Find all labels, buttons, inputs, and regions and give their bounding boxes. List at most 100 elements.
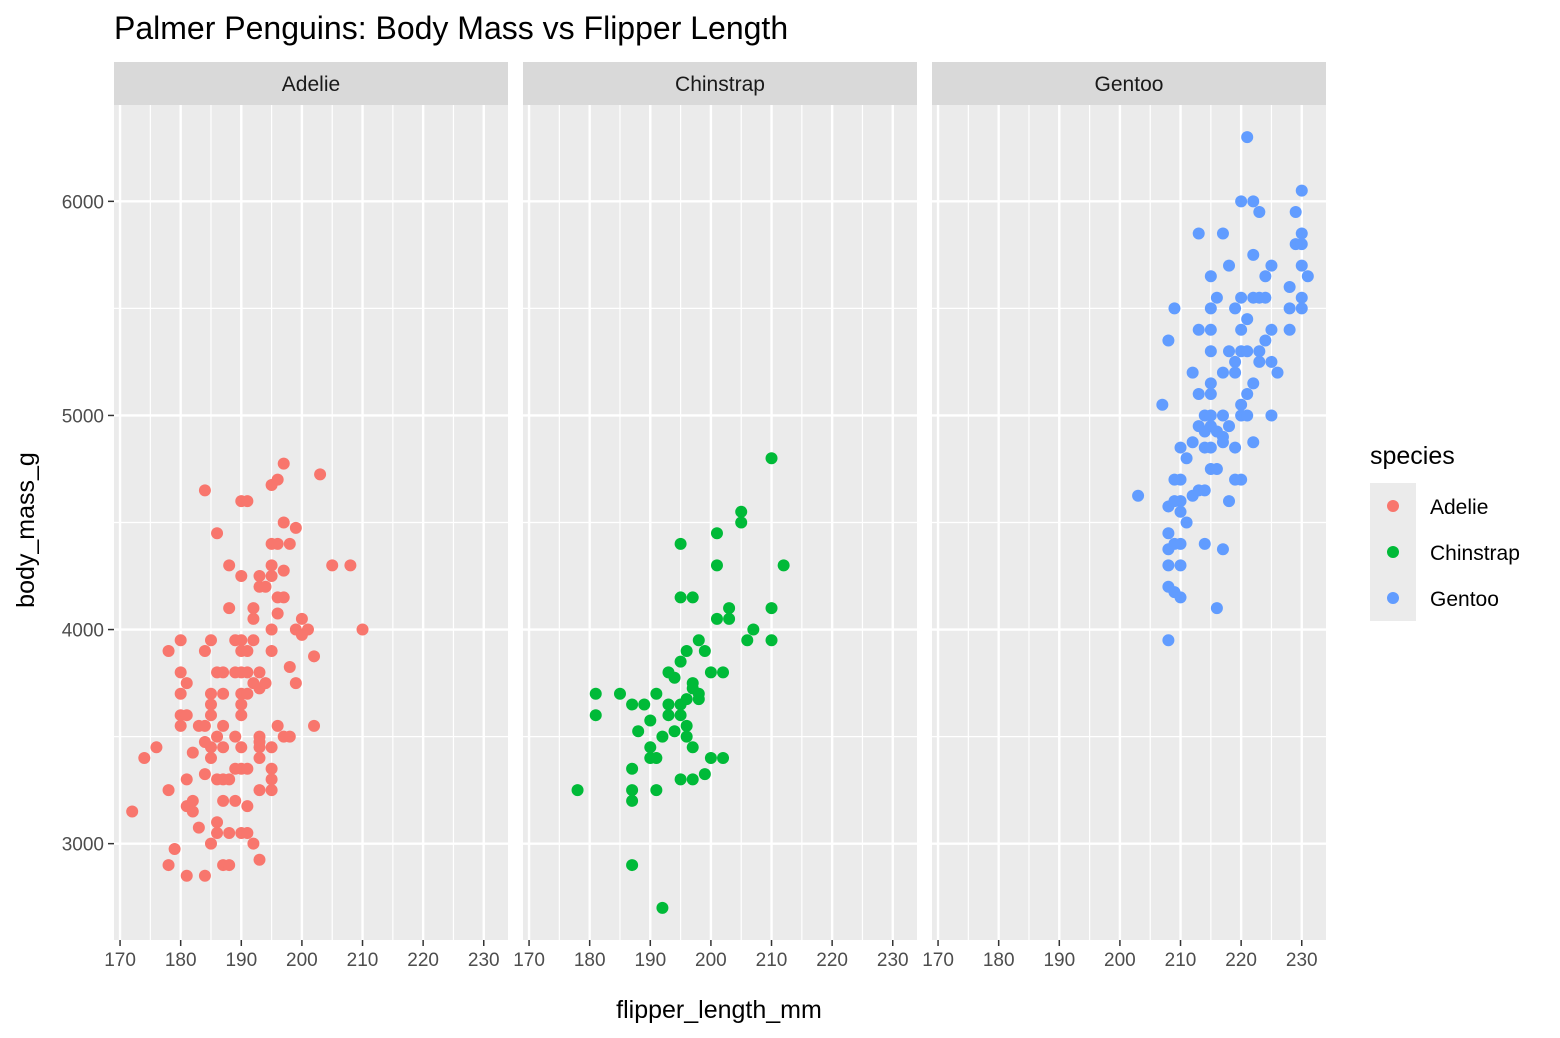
data-point xyxy=(777,559,790,572)
data-point xyxy=(668,725,681,738)
data-point xyxy=(211,816,224,829)
data-point xyxy=(308,719,321,732)
data-point xyxy=(1253,206,1266,219)
data-point xyxy=(650,752,663,765)
data-point xyxy=(241,687,254,700)
data-point xyxy=(1241,388,1254,401)
data-point xyxy=(247,837,260,850)
data-point xyxy=(241,762,254,775)
data-point xyxy=(277,591,290,604)
data-point xyxy=(1271,366,1284,379)
facet-strip-label: Gentoo xyxy=(1095,73,1164,96)
data-point xyxy=(1223,495,1236,508)
data-point xyxy=(271,473,284,486)
x-tick-label: 210 xyxy=(756,950,788,971)
data-point xyxy=(656,901,669,914)
data-point xyxy=(626,698,639,711)
data-point xyxy=(1265,323,1278,336)
data-point xyxy=(241,495,254,508)
data-point xyxy=(1235,473,1248,486)
data-point xyxy=(1216,409,1229,422)
x-tick-label: 230 xyxy=(1286,950,1318,971)
legend-items: Adelie Chinstrap Gentoo xyxy=(1387,496,1520,611)
x-tick-label: 180 xyxy=(165,950,197,971)
data-point xyxy=(1210,462,1223,475)
data-point xyxy=(217,666,230,679)
data-point xyxy=(1235,323,1248,336)
data-point xyxy=(1229,366,1242,379)
data-point xyxy=(1241,345,1254,358)
data-point xyxy=(1295,259,1308,272)
data-point xyxy=(253,741,266,754)
x-tick-label: 190 xyxy=(225,950,257,971)
data-point xyxy=(1192,323,1205,336)
data-point xyxy=(626,784,639,797)
data-point xyxy=(1174,495,1187,508)
data-point xyxy=(211,527,224,540)
data-point xyxy=(1216,436,1229,449)
data-point xyxy=(1192,388,1205,401)
data-point xyxy=(174,719,187,732)
data-point xyxy=(1192,227,1205,240)
data-point xyxy=(265,623,278,636)
data-point xyxy=(1186,436,1199,449)
data-point xyxy=(613,687,626,700)
data-point xyxy=(223,773,236,786)
data-point xyxy=(710,527,723,540)
data-point xyxy=(198,869,211,882)
data-point xyxy=(277,516,290,529)
data-point xyxy=(253,666,266,679)
data-point xyxy=(265,784,278,797)
data-point xyxy=(326,559,339,572)
data-point xyxy=(217,719,230,732)
data-point xyxy=(1198,484,1211,497)
data-point xyxy=(662,698,675,711)
x-tick-label: 200 xyxy=(286,950,318,971)
data-point xyxy=(1204,409,1217,422)
data-point xyxy=(344,559,357,572)
x-tick-label: 200 xyxy=(695,950,727,971)
data-point xyxy=(1241,313,1254,326)
data-point xyxy=(1247,436,1260,449)
data-point xyxy=(198,768,211,781)
data-point xyxy=(1283,280,1296,293)
data-point xyxy=(1174,537,1187,550)
data-point xyxy=(247,602,260,615)
data-point xyxy=(1210,291,1223,304)
data-point xyxy=(204,709,217,722)
facet-panel-adelie: Adelie 170 180 190 200 210 220 230 xyxy=(104,62,508,971)
data-point xyxy=(698,768,711,781)
data-point xyxy=(1204,302,1217,315)
x-tick-label: 190 xyxy=(1043,950,1075,971)
data-point xyxy=(1235,195,1248,208)
data-point xyxy=(638,698,651,711)
data-point xyxy=(662,709,675,722)
data-point xyxy=(674,655,687,668)
data-point xyxy=(571,784,584,797)
y-tick-label: 4000 xyxy=(62,621,104,642)
data-point xyxy=(686,591,699,604)
data-point xyxy=(735,505,748,518)
data-point xyxy=(198,484,211,497)
data-point xyxy=(1247,248,1260,261)
data-point xyxy=(186,805,199,818)
data-point xyxy=(253,752,266,765)
data-point xyxy=(644,741,657,754)
data-point xyxy=(1283,323,1296,336)
data-point xyxy=(1162,334,1175,347)
data-point xyxy=(765,602,778,615)
data-point xyxy=(747,623,760,636)
data-point xyxy=(1180,452,1193,465)
data-point xyxy=(211,730,224,743)
data-point xyxy=(1229,302,1242,315)
data-point xyxy=(723,602,736,615)
data-point xyxy=(198,719,211,732)
data-point xyxy=(247,634,260,647)
data-point xyxy=(265,762,278,775)
data-point xyxy=(186,746,199,759)
y-tick-label: 6000 xyxy=(62,192,104,213)
legend-item-chinstrap: Chinstrap xyxy=(1387,542,1520,565)
data-point xyxy=(1289,206,1302,219)
data-point xyxy=(265,570,278,583)
data-point xyxy=(1301,270,1314,283)
